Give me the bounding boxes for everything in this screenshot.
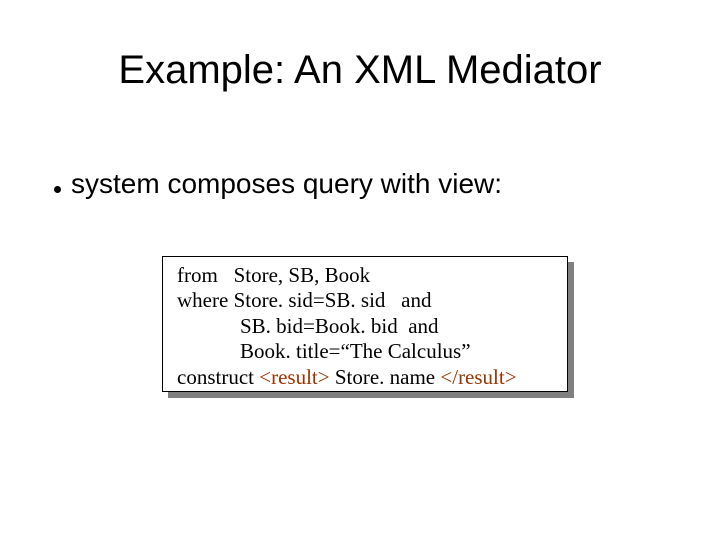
code-text: SB. bid=Book. bid and <box>240 314 439 338</box>
code-line-2: where Store. sid=SB. sid and <box>177 288 555 313</box>
code-line-4: Book. title=“The Calculus” <box>177 339 555 364</box>
indent <box>177 314 240 338</box>
code-text: Store. name <box>330 365 441 389</box>
keyword-where: where <box>177 288 234 312</box>
keyword-from: from <box>177 263 234 287</box>
slide-title: Example: An XML Mediator <box>0 48 720 93</box>
code-line-5: construct <result> Store. name </result> <box>177 365 555 390</box>
code-text: Book. title=“The Calculus” <box>240 339 471 363</box>
code-box: from Store, SB, Book where Store. sid=SB… <box>162 256 568 392</box>
slide: Example: An XML Mediator system composes… <box>0 0 720 540</box>
code-text: Store. sid=SB. sid and <box>234 288 432 312</box>
indent <box>177 339 240 363</box>
keyword-construct: construct <box>177 365 259 389</box>
code-text: Store, SB, Book <box>234 263 371 287</box>
xml-close-tag: </result> <box>440 365 516 389</box>
code-line-3: SB. bid=Book. bid and <box>177 314 555 339</box>
code-line-1: from Store, SB, Book <box>177 263 555 288</box>
xml-open-tag: <result> <box>259 365 329 389</box>
bullet-text: system composes query with view: <box>71 168 502 200</box>
bullet-item: system composes query with view: <box>54 168 502 200</box>
bullet-dot-icon <box>54 186 61 193</box>
